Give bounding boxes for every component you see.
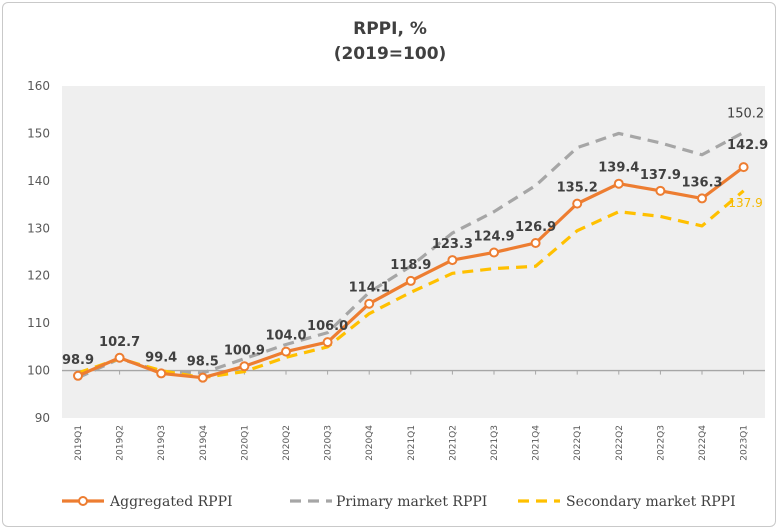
x-tick-label: 2023Q1 — [740, 425, 750, 461]
data-label-primary: 150.2 — [727, 107, 764, 122]
data-label-aggregated: 114.1 — [349, 281, 390, 296]
y-axis: 90 100 110 120 130 140 150 160 — [27, 79, 765, 425]
data-point-marker — [239, 361, 250, 372]
data-point-marker — [613, 178, 624, 189]
data-point-marker — [322, 337, 333, 348]
data-point-marker — [572, 198, 583, 209]
data-point-marker — [156, 368, 167, 379]
y-tick-label: 90 — [35, 411, 50, 425]
data-point-marker — [73, 370, 83, 381]
data-label-aggregated: 126.9 — [515, 220, 556, 235]
data-label-aggregated: 137.9 — [640, 168, 681, 183]
data-label-aggregated: 142.9 — [727, 138, 768, 153]
x-tick-label: 2020Q2 — [282, 425, 292, 461]
x-tick-label: 2020Q1 — [240, 425, 250, 461]
data-label-secondary: 137.9 — [728, 196, 762, 210]
data-label-aggregated: 104.0 — [265, 329, 306, 344]
data-label-aggregated: 106.0 — [307, 319, 348, 334]
series-lines — [73, 131, 749, 383]
x-tick-label: 2022Q1 — [573, 425, 583, 461]
data-label-aggregated: 135.2 — [557, 181, 598, 196]
data-point-marker — [447, 255, 458, 266]
x-tick-label: 2019Q4 — [199, 425, 209, 461]
x-tick-label: 2020Q4 — [365, 425, 375, 461]
data-label-aggregated: 98.5 — [187, 355, 219, 370]
data-label-aggregated: 123.3 — [432, 237, 473, 252]
chart-subtitle: (2019=100) — [333, 44, 447, 64]
data-label-aggregated: 98.9 — [62, 353, 94, 368]
data-label-aggregated: 102.7 — [99, 335, 140, 350]
y-tick-label: 110 — [27, 316, 50, 330]
legend: Aggregated RPPI Primary market RPPI Second… — [62, 494, 736, 510]
x-tick-label: 2019Q2 — [116, 425, 126, 461]
x-tick-label: 2022Q3 — [656, 425, 666, 461]
data-label-aggregated: 99.4 — [145, 350, 177, 365]
data-point-marker — [197, 372, 208, 383]
data-point-marker — [281, 346, 291, 357]
x-tick-label: 2021Q2 — [448, 425, 458, 461]
x-tick-label: 2021Q1 — [407, 425, 417, 461]
data-point-marker — [114, 352, 125, 363]
data-point-marker — [405, 275, 416, 286]
x-tick-label: 2021Q3 — [490, 425, 500, 461]
data-label-aggregated: 118.9 — [390, 258, 431, 273]
data-point-marker — [530, 237, 541, 248]
x-tick-label: 2019Q3 — [157, 425, 167, 461]
chart-title: RPPI, % — [353, 19, 427, 39]
y-tick-label: 120 — [27, 269, 50, 283]
x-tick-label: 2021Q4 — [532, 425, 542, 461]
legend-label: Secondary market RPPI — [566, 494, 736, 510]
data-point-marker — [655, 185, 666, 196]
series-line-primary-market-rppi — [77, 131, 745, 380]
plot-area — [62, 86, 765, 418]
y-tick-label: 130 — [27, 221, 50, 235]
y-tick-label: 150 — [27, 126, 50, 140]
legend-label: Primary market RPPI — [336, 494, 487, 510]
data-point-marker — [697, 193, 707, 204]
data-point-marker — [489, 247, 499, 258]
x-tick-label: 2022Q4 — [698, 425, 708, 461]
y-tick-label: 100 — [27, 364, 50, 378]
y-tick-label: 160 — [27, 79, 50, 93]
y-tick-label: 140 — [27, 174, 50, 188]
data-point-marker — [364, 298, 375, 309]
data-label-aggregated: 100.9 — [224, 343, 265, 358]
legend-marker — [78, 496, 88, 506]
x-tick-label: 2019Q1 — [74, 425, 84, 461]
x-tick-label: 2020Q3 — [324, 425, 334, 461]
legend-label: Aggregated RPPI — [109, 494, 233, 510]
data-point-marker — [738, 162, 749, 173]
data-label-aggregated: 139.4 — [598, 161, 639, 176]
data-label-aggregated: 124.9 — [473, 229, 514, 244]
x-tick-label: 2022Q2 — [615, 425, 625, 461]
data-label-aggregated: 136.3 — [681, 175, 722, 190]
